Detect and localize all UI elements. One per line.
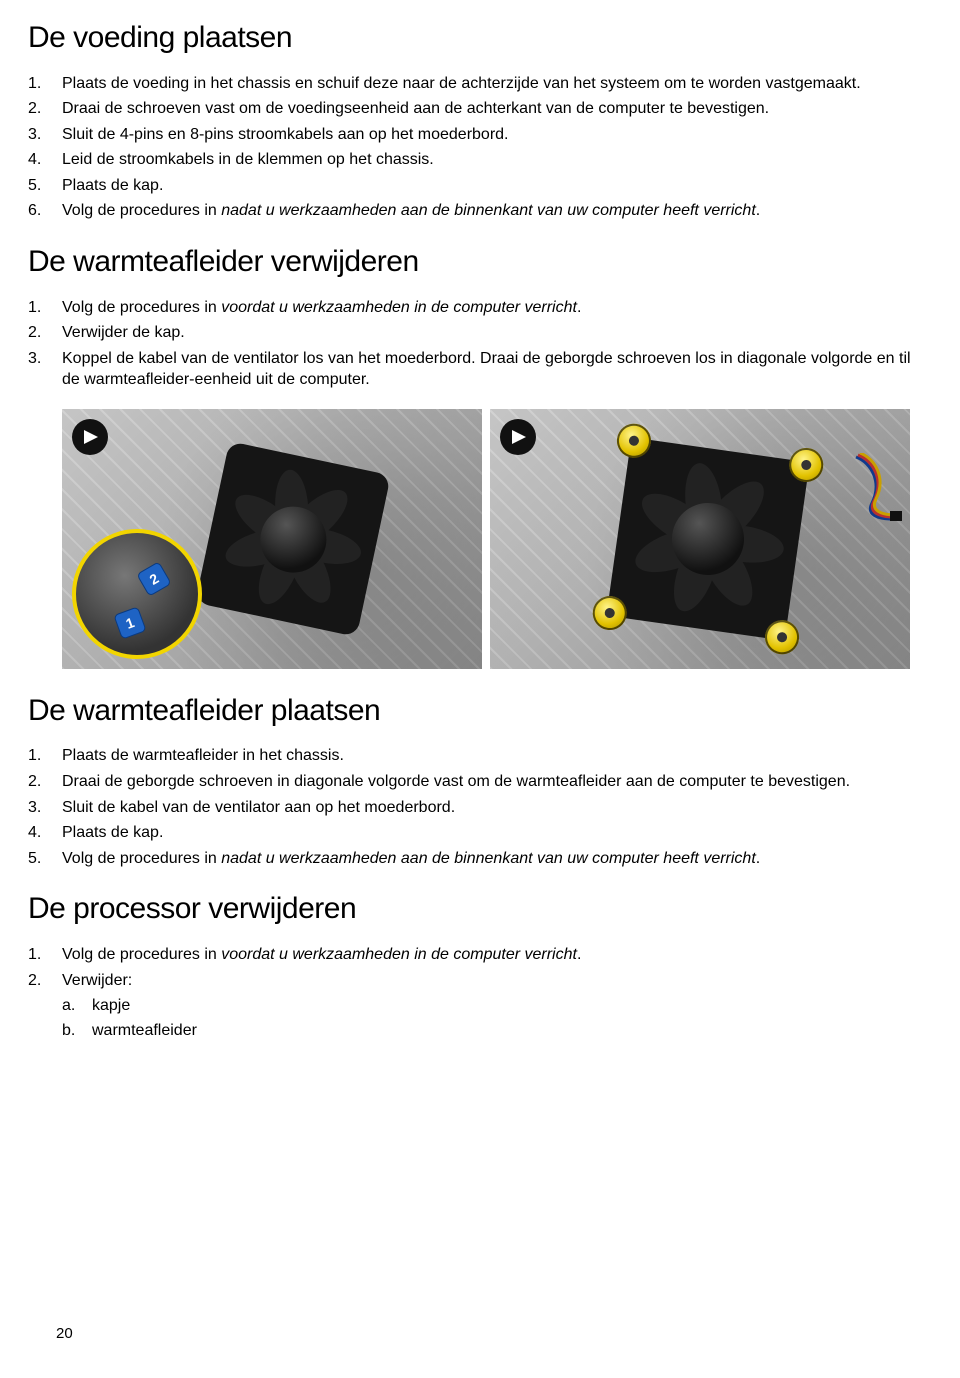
page-number: 20	[56, 1324, 73, 1344]
list-voeding-plaatsen: Plaats de voeding in het chassis en schu…	[28, 73, 920, 223]
cable-icon	[852, 453, 904, 523]
callout-circle: 1 2	[72, 529, 202, 659]
figure-disconnect-cable: 1 2	[62, 409, 482, 669]
text: Volg de procedures in	[62, 202, 221, 219]
list-item: Draai de schroeven vast om de voedingsee…	[28, 98, 920, 120]
figure-row: 1 2	[62, 409, 920, 669]
play-icon	[500, 419, 536, 455]
list-item: warmteafleider	[62, 1020, 920, 1042]
list-item: Sluit de kabel van de ventilator aan op …	[28, 797, 920, 819]
list-item: Volg de procedures in nadat u werkzaamhe…	[28, 848, 920, 870]
list-processor-verwijderen: Volg de procedures in voordat u werkzaam…	[28, 944, 920, 1041]
italic-text: voordat u werkzaamheden in de computer v…	[221, 299, 577, 316]
italic-text: nadat u werkzaamheden aan de binnenkant …	[221, 202, 756, 219]
list-item: Draai de geborgde schroeven in diagonale…	[28, 771, 920, 793]
list-item: kapje	[62, 995, 920, 1017]
callout-number-1: 1	[115, 608, 146, 639]
list-item: Plaats de warmteafleider in het chassis.	[28, 745, 920, 767]
text: .	[756, 850, 760, 867]
text: Verwijder:	[62, 972, 132, 989]
fan-illustration	[195, 441, 391, 637]
list-item: Plaats de kap.	[28, 175, 920, 197]
heading-warmteafleider-plaatsen: De warmteafleider plaatsen	[28, 691, 920, 732]
figure-loosen-screws	[490, 409, 910, 669]
italic-text: nadat u werkzaamheden aan de binnenkant …	[221, 850, 756, 867]
text: .	[577, 299, 581, 316]
list-item: Volg de procedures in voordat u werkzaam…	[28, 297, 920, 319]
text: .	[756, 202, 760, 219]
list-item: Volg de procedures in voordat u werkzaam…	[28, 944, 920, 966]
text: Volg de procedures in	[62, 946, 221, 963]
list-item: Plaats de voeding in het chassis en schu…	[28, 73, 920, 95]
list-item: Verwijder: kapje warmteafleider	[28, 970, 920, 1042]
text: Volg de procedures in	[62, 850, 221, 867]
list-warmteafleider-plaatsen: Plaats de warmteafleider in het chassis.…	[28, 745, 920, 869]
list-item: Leid de stroomkabels in de klemmen op he…	[28, 149, 920, 171]
heading-warmteafleider-verwijderen: De warmteafleider verwijderen	[28, 242, 920, 283]
sublist-verwijder: kapje warmteafleider	[62, 995, 920, 1041]
list-item: Verwijder de kap.	[28, 322, 920, 344]
text: Volg de procedures in	[62, 299, 221, 316]
list-item: Volg de procedures in nadat u werkzaamhe…	[28, 200, 920, 222]
italic-text: voordat u werkzaamheden in de computer v…	[221, 946, 577, 963]
heading-voeding-plaatsen: De voeding plaatsen	[28, 18, 920, 59]
heading-processor-verwijderen: De processor verwijderen	[28, 889, 920, 930]
text: .	[577, 946, 581, 963]
callout-number-2: 2	[138, 563, 171, 596]
fan-illustration	[607, 437, 810, 640]
list-item: Sluit de 4-pins en 8-pins stroomkabels a…	[28, 124, 920, 146]
play-icon	[72, 419, 108, 455]
list-item: Plaats de kap.	[28, 822, 920, 844]
list-warmteafleider-verwijderen: Volg de procedures in voordat u werkzaam…	[28, 297, 920, 391]
list-item: Koppel de kabel van de ventilator los va…	[28, 348, 920, 391]
